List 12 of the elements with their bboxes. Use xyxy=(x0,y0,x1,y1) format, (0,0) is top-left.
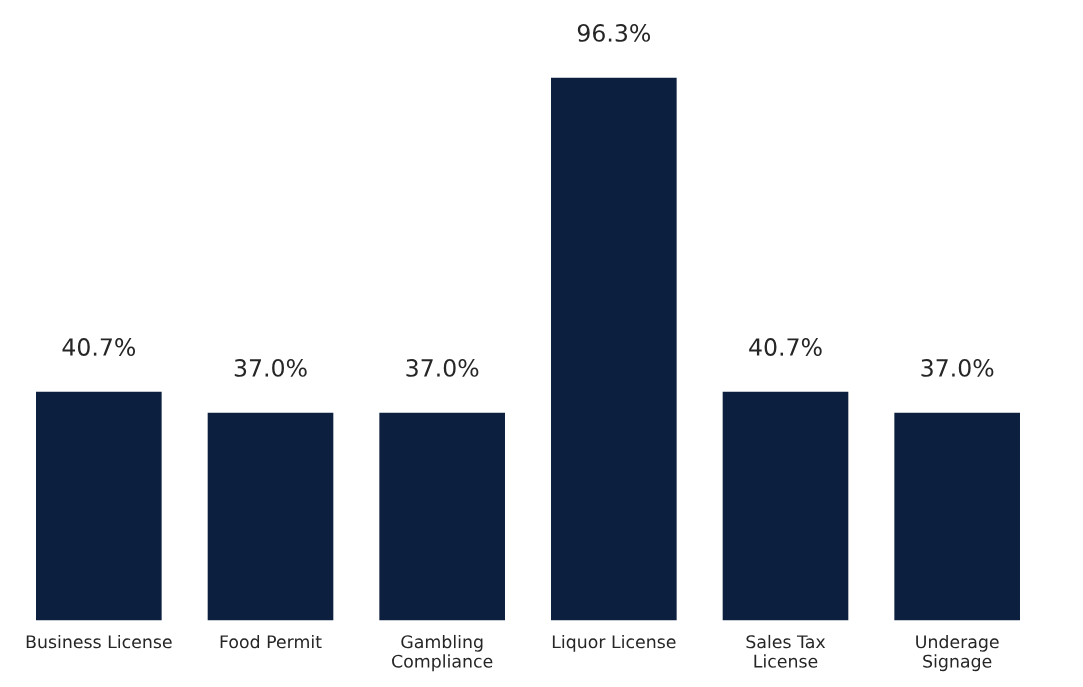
data-label: 96.3% xyxy=(577,24,651,42)
x-tick-label: Liquor License xyxy=(552,634,676,652)
x-tick-label: Gambling Compliance xyxy=(392,634,493,672)
data-label: 37.0% xyxy=(406,359,479,377)
data-label: 40.7% xyxy=(62,338,136,356)
data-label: 37.0% xyxy=(234,359,307,377)
x-tick-label: Business License xyxy=(26,634,172,649)
x-tick-label: Food Permit xyxy=(220,634,322,649)
data-label: 37.0% xyxy=(921,359,994,377)
x-tick-label: Underage Signage xyxy=(916,634,999,672)
x-tick-label: Sales Tax License xyxy=(746,634,826,668)
data-label: 40.7% xyxy=(749,338,822,356)
